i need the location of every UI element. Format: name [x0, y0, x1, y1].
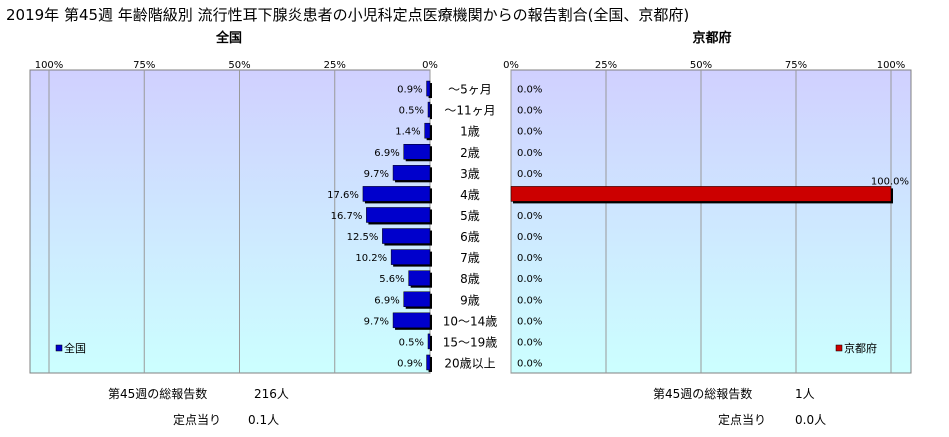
kyoto-per-site-value: 0.0人 — [795, 413, 826, 427]
kyoto-data-label: 0.0% — [517, 316, 542, 327]
kyoto-tick-label: 50% — [690, 60, 712, 71]
national-bar — [424, 122, 431, 139]
national-bar — [366, 207, 431, 223]
national-legend-swatch — [55, 344, 63, 352]
national-total-label: 第45週の総報告数 — [108, 386, 207, 401]
kyoto-data-label: 100.0% — [871, 176, 909, 187]
national-total-value: 216人 — [254, 387, 289, 401]
national-data-label: 6.9% — [374, 148, 399, 159]
national-data-label: 9.7% — [364, 169, 389, 180]
kyoto-tick-label: 25% — [595, 60, 617, 71]
national-bar — [426, 80, 431, 97]
national-bar — [362, 186, 431, 202]
national-data-label: 0.5% — [399, 337, 424, 348]
national-tick-label: 75% — [133, 60, 155, 71]
national-bar — [427, 333, 431, 350]
national-data-label: 0.9% — [397, 85, 422, 96]
national-bar-shadow — [430, 104, 432, 120]
national-tick-label: 50% — [228, 60, 250, 71]
national-data-label: 12.5% — [347, 232, 379, 243]
national-data-label: 5.6% — [379, 274, 404, 285]
national-data-label: 0.9% — [397, 358, 422, 369]
national-data-label: 17.6% — [327, 190, 359, 201]
kyoto-total-value: 1人 — [795, 387, 815, 401]
national-bar-shadow — [428, 83, 432, 99]
category-label: 20歳以上 — [444, 356, 495, 370]
national-data-label: 10.2% — [355, 253, 387, 264]
national-bar — [426, 354, 431, 371]
kyoto-data-label: 0.0% — [517, 232, 542, 243]
category-label: 1歳 — [460, 125, 480, 139]
kyoto-data-label: 0.0% — [517, 253, 542, 264]
national-data-label: 16.7% — [331, 211, 363, 222]
kyoto-per-site-label: 定点当り — [718, 412, 766, 427]
category-label: 15～19歳 — [443, 335, 498, 349]
category-label: 7歳 — [460, 251, 480, 265]
national-data-label: 0.5% — [399, 106, 424, 117]
category-label: 8歳 — [460, 272, 480, 286]
national-bar — [390, 249, 431, 265]
kyoto-total-label: 第45週の総報告数 — [653, 386, 752, 401]
national-data-label: 1.4% — [395, 127, 420, 138]
national-tick-label: 0% — [422, 60, 438, 71]
category-label: ～11ヶ月 — [444, 104, 495, 118]
national-plot-area — [29, 69, 431, 374]
category-label: 5歳 — [460, 209, 480, 223]
kyoto-panel-title: 京都府 — [692, 30, 731, 46]
kyoto-data-label: 0.0% — [517, 148, 542, 159]
kyoto-legend-swatch — [835, 344, 843, 352]
kyoto-tick-label: 75% — [785, 60, 807, 71]
national-tick-label: 100% — [35, 60, 64, 71]
national-per-site-label: 定点当り — [173, 412, 221, 427]
kyoto-data-label: 0.0% — [517, 274, 542, 285]
kyoto-bar — [510, 186, 892, 202]
chart-title: 2019年 第45週 年齢階級別 流行性耳下腺炎患者の小児科定点医療機関からの報… — [6, 6, 689, 24]
category-label: ～5ヶ月 — [448, 83, 492, 97]
national-bar — [403, 144, 431, 160]
national-bar — [382, 228, 431, 244]
national-bar-shadow — [430, 335, 432, 351]
category-label: 2歳 — [460, 146, 480, 160]
national-bar — [403, 291, 431, 307]
kyoto-data-label: 0.0% — [517, 211, 542, 222]
category-label: 6歳 — [460, 230, 480, 244]
national-data-label: 6.9% — [374, 295, 399, 306]
kyoto-plot-area — [510, 69, 912, 374]
national-data-label: 9.7% — [364, 316, 389, 327]
kyoto-data-label: 0.0% — [517, 295, 542, 306]
category-label: 9歳 — [460, 293, 480, 307]
kyoto-data-label: 0.0% — [517, 85, 542, 96]
national-bar — [392, 312, 431, 329]
national-panel-title: 全国 — [215, 30, 242, 46]
national-per-site-value: 0.1人 — [248, 413, 279, 427]
kyoto-data-label: 0.0% — [517, 127, 542, 138]
kyoto-tick-label: 0% — [503, 60, 519, 71]
category-label: 3歳 — [460, 167, 480, 181]
kyoto-tick-label: 100% — [877, 60, 906, 71]
national-tick-label: 25% — [324, 60, 346, 71]
national-legend-label: 全国 — [64, 341, 86, 355]
category-label: 4歳 — [460, 188, 480, 202]
kyoto-data-label: 0.0% — [517, 169, 542, 180]
national-bar-shadow — [428, 356, 432, 372]
national-bar — [427, 101, 431, 118]
national-bar — [408, 270, 431, 286]
kyoto-data-label: 0.0% — [517, 337, 542, 348]
kyoto-data-label: 0.0% — [517, 358, 542, 369]
category-label: 10～14歳 — [443, 314, 498, 328]
kyoto-legend-label: 京都府 — [844, 341, 877, 355]
kyoto-data-label: 0.0% — [517, 106, 542, 117]
national-bar — [392, 165, 431, 181]
